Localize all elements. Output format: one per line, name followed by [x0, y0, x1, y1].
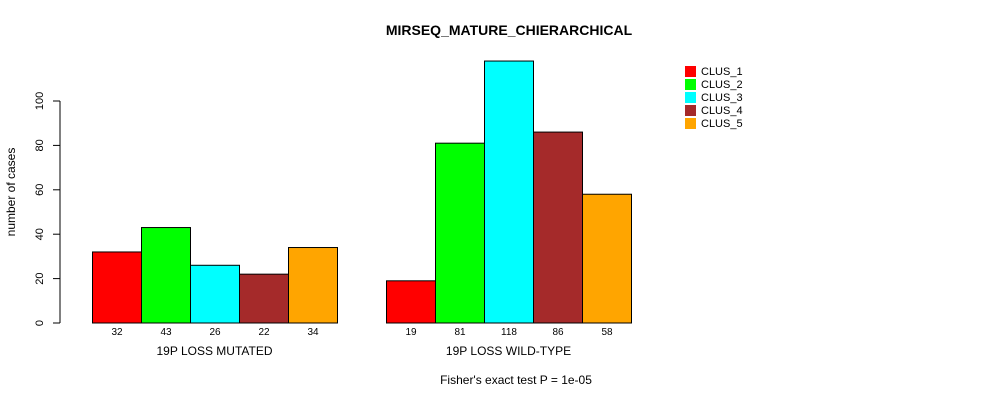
legend-label-clus_2: CLUS_2 [701, 79, 743, 91]
legend-label-clus_4: CLUS_4 [701, 105, 743, 117]
bar-19p-loss-wild-type-clus_3 [484, 60, 534, 324]
bar-19p-loss-mutated-clus_3 [190, 264, 240, 324]
legend-swatch-clus_1 [685, 66, 696, 77]
bar-19p-loss-mutated-clus_4 [239, 273, 289, 324]
bar-19p-loss-mutated-clus_5 [288, 247, 338, 324]
legend-label-clus_1: CLUS_1 [701, 66, 743, 78]
bar-count-label: 26 [209, 327, 221, 338]
fisher-test-footnote: Fisher's exact test P = 1e-05 [440, 373, 592, 387]
chart-title: MIRSEQ_MATURE_CHIERARCHICAL [386, 22, 633, 38]
bar-19p-loss-wild-type-clus_1 [386, 280, 436, 324]
bar-19p-loss-wild-type-clus_4 [533, 131, 583, 324]
bar-count-label: 118 [501, 327, 517, 338]
y-axis: 0 20 40 60 80 100 [34, 92, 61, 326]
y-tick-label: 80 [34, 139, 46, 151]
y-tick-label: 100 [34, 92, 46, 110]
group-label: 19P LOSS WILD-TYPE [446, 344, 571, 358]
y-tick-label: 40 [34, 228, 46, 240]
legend-swatch-clus_3 [685, 92, 696, 103]
y-axis-label: number of cases [4, 148, 18, 237]
y-tick-label: 60 [34, 184, 46, 196]
bar-count-label: 86 [552, 327, 564, 338]
bar-count-label: 34 [307, 327, 319, 338]
legend-swatch-clus_5 [685, 118, 696, 129]
bar-count-label: 19 [405, 327, 417, 338]
legend-label-clus_5: CLUS_5 [701, 118, 743, 130]
bar-19p-loss-wild-type-clus_5 [582, 193, 632, 324]
bar-count-label: 22 [258, 327, 270, 338]
bar-count-label: 43 [160, 327, 172, 338]
bar-19p-loss-mutated-clus_2 [141, 227, 191, 324]
y-tick-label: 0 [34, 320, 46, 326]
bar-count-label: 32 [111, 327, 123, 338]
legend-swatch-clus_2 [685, 79, 696, 90]
bar-19p-loss-wild-type-clus_2 [435, 142, 485, 324]
bar-count-label: 81 [454, 327, 466, 338]
bars-layer: 32 43 26 22 34 19P LOSS MUTATED 19 81 118 86 58 19P… [92, 60, 632, 358]
legend-label-clus_3: CLUS_3 [701, 92, 743, 104]
group-label: 19P LOSS MUTATED [156, 344, 272, 358]
legend-swatch-clus_4 [685, 105, 696, 116]
y-tick-label: 20 [34, 272, 46, 284]
bar-19p-loss-mutated-clus_1 [92, 251, 142, 324]
bar-count-label: 58 [601, 327, 613, 338]
